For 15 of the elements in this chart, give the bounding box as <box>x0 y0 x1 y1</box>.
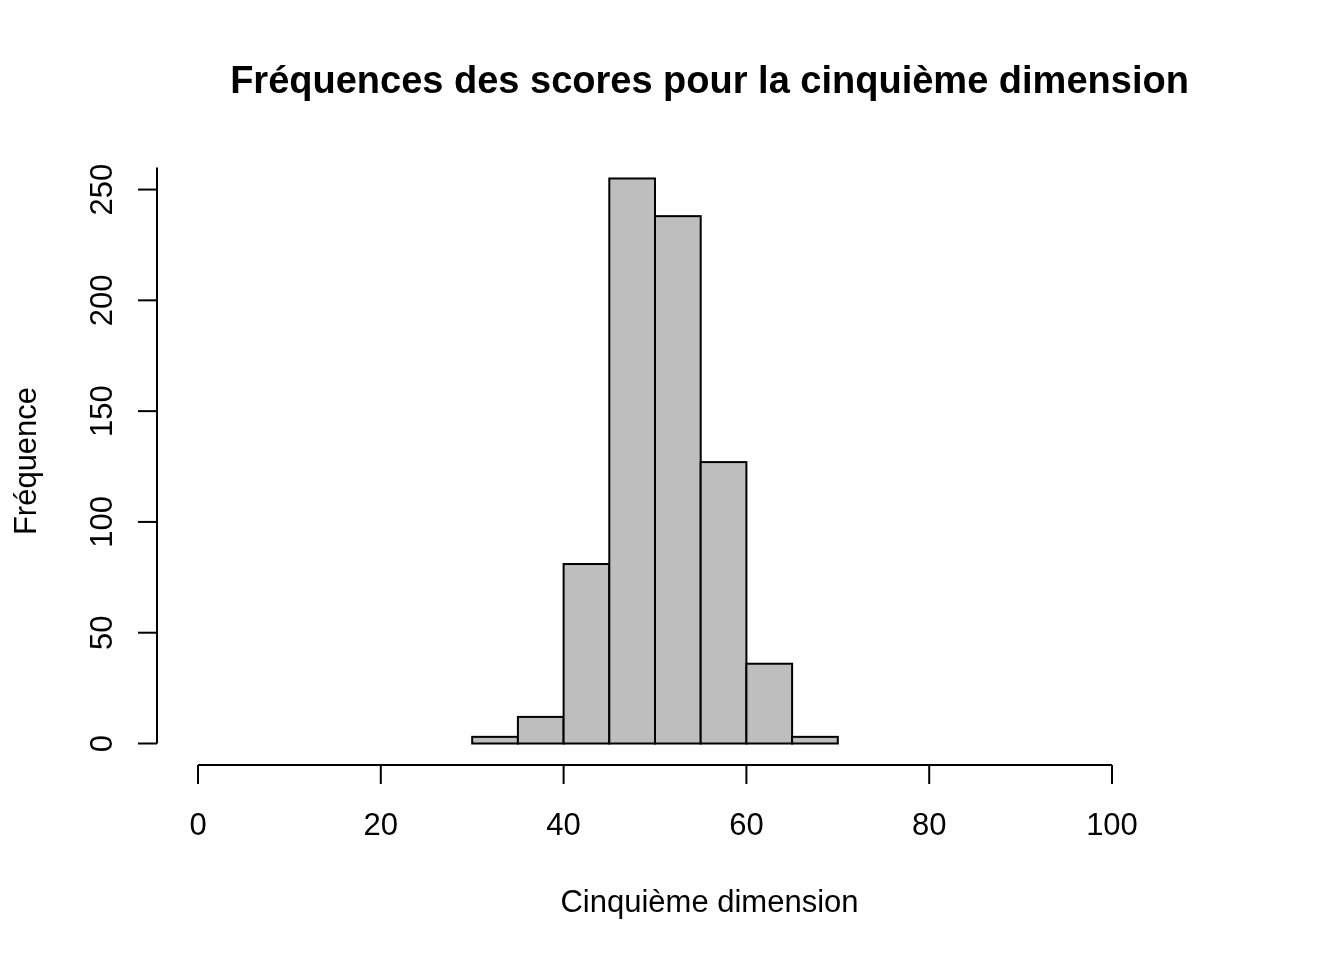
x-tick-label: 60 <box>729 807 764 842</box>
x-tick-label: 0 <box>189 807 207 842</box>
y-tick-label: 150 <box>84 385 119 437</box>
x-tick-label: 100 <box>1086 807 1138 842</box>
y-tick-label: 0 <box>84 734 119 753</box>
y-tick-label: 50 <box>84 615 119 650</box>
y-axis-title: Fréquence <box>8 386 43 536</box>
x-tick-label: 40 <box>546 807 581 842</box>
y-tick-label: 200 <box>84 274 119 327</box>
y-tick-label: 250 <box>84 163 119 216</box>
y-tick-label: 100 <box>84 496 119 548</box>
chart-title: Fréquences des scores pour la cinquième dimension <box>230 59 1189 101</box>
x-axis-title: Cinquième dimension <box>560 884 859 919</box>
x-tick-label: 20 <box>363 807 399 842</box>
x-tick-label: 80 <box>911 807 947 842</box>
